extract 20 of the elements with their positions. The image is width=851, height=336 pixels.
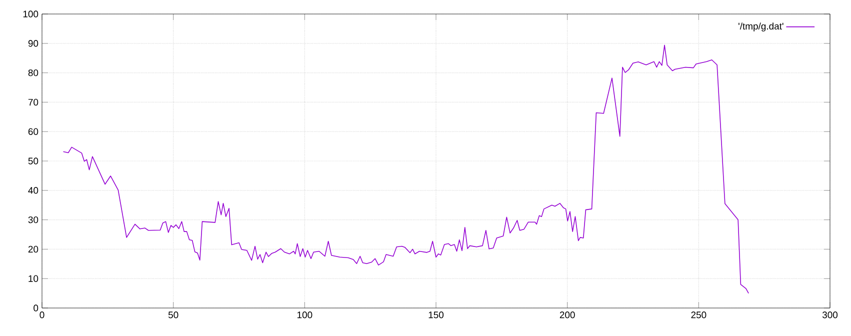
y-tick-label: 100 — [23, 10, 38, 18]
x-tick-label: 200 — [560, 312, 575, 318]
x-tick-label: 50 — [168, 312, 178, 318]
y-tick-label: 30 — [28, 216, 38, 224]
line-series — [62, 44, 749, 294]
y-tick-label: 40 — [28, 187, 38, 194]
y-tick-label: 60 — [28, 128, 38, 135]
y-tick-label: 0 — [34, 304, 38, 312]
y-tick-label: 80 — [28, 69, 38, 76]
legend-label: '/tmp/g.dat' — [738, 22, 784, 32]
x-tick-label: 250 — [691, 312, 706, 318]
y-tick-label: 90 — [28, 40, 38, 47]
y-tick-label: 50 — [28, 158, 38, 164]
x-tick-label: 300 — [822, 312, 838, 318]
y-tick-label: 10 — [28, 275, 38, 282]
x-tick-label: 0 — [40, 312, 44, 318]
x-tick-label: 100 — [297, 312, 312, 318]
x-tick-label: 150 — [428, 312, 444, 318]
y-tick-label: 70 — [28, 98, 38, 106]
y-tick-label: 20 — [28, 246, 38, 253]
